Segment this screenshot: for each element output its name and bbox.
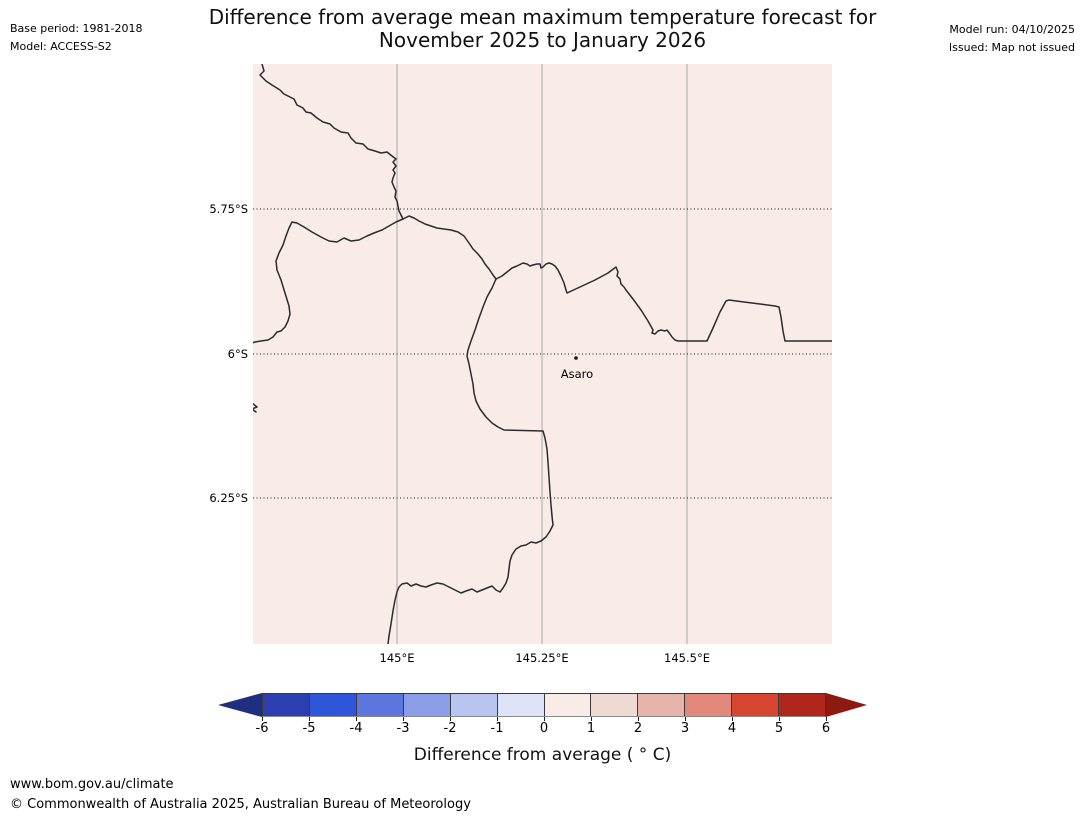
latitude-label: 5.75°S (209, 202, 248, 216)
copyright-text: © Commonwealth of Australia 2025, Austra… (10, 797, 471, 812)
region-boundary (253, 218, 404, 344)
issued-text: Issued: Map not issued (948, 41, 1075, 54)
place-label-asaro: Asaro (560, 367, 594, 381)
colorbar-tick-mark (403, 717, 404, 721)
colorbar-tick-mark (732, 717, 733, 721)
colorbar-segment (591, 694, 639, 716)
colorbar-segment (732, 694, 780, 716)
colorbar-segment (544, 694, 592, 716)
colorbar-segments (262, 693, 826, 717)
colorbar-tick-label: 4 (727, 721, 737, 736)
colorbar-tick-mark (497, 717, 498, 721)
colorbar (218, 693, 867, 717)
region-boundary (495, 262, 832, 342)
colorbar-over-range-arrow (826, 693, 867, 717)
colorbar-segment (309, 694, 357, 716)
colorbar-segment (497, 694, 545, 716)
model-run-text: Model run: 04/10/2025 (949, 23, 1075, 36)
colorbar-segment (779, 694, 826, 716)
colorbar-tick-label: -5 (302, 721, 316, 736)
longitude-label: 145.25°E (515, 651, 569, 665)
colorbar-under-range-arrow (218, 693, 262, 717)
colorbar-tick-label: -3 (396, 721, 410, 736)
region-boundary (259, 64, 404, 220)
colorbar-tick-label: -1 (490, 721, 504, 736)
base-period-model-block: Base period: 1981-2018 Model: ACCESS-S2 (10, 20, 142, 56)
longitude-label: 145°E (379, 651, 415, 665)
colorbar-tick-label: -6 (255, 721, 269, 736)
colorbar-segment (403, 694, 451, 716)
colorbar-tick-mark (779, 717, 780, 721)
colorbar-tick-label: -4 (349, 721, 363, 736)
colorbar-tick-mark (826, 717, 827, 721)
colorbar-label: Difference from average ( ° C) (413, 745, 672, 765)
colorbar-segment (638, 694, 686, 716)
region-boundary (253, 402, 258, 413)
colorbar-segment (685, 694, 733, 716)
colorbar-tick-label: 1 (586, 721, 596, 736)
colorbar-segment (450, 694, 498, 716)
model-run-block: Model run: 04/10/2025 Issued: Map not is… (949, 21, 1075, 57)
colorbar-tick-label: 5 (774, 721, 784, 736)
colorbar-tick-mark (356, 717, 357, 721)
region-boundary (402, 215, 497, 280)
colorbar-tick-mark (638, 717, 639, 721)
colorbar-segment (263, 694, 310, 716)
colorbar-tick-label: 2 (633, 721, 643, 736)
colorbar-tick-mark (544, 717, 545, 721)
colorbar-tick-mark (262, 717, 263, 721)
latitude-label: 6.25°S (209, 491, 248, 505)
forecast-map (253, 64, 832, 644)
page-title: Difference from average mean maximum tem… (0, 6, 1085, 52)
colorbar-tick-mark (591, 717, 592, 721)
colorbar-tick-mark (309, 717, 310, 721)
colorbar-tick-label: 6 (821, 721, 831, 736)
place-marker-dot (574, 356, 578, 360)
colorbar-tick-mark (685, 717, 686, 721)
title-line-2: November 2025 to January 2026 (378, 28, 707, 52)
colorbar-tick-label: 0 (539, 721, 549, 736)
longitude-label: 145.5°E (664, 651, 710, 665)
colorbar-tick-label: -2 (443, 721, 457, 736)
title-line-1: Difference from average mean maximum tem… (208, 5, 877, 29)
latitude-label: 6°S (227, 347, 248, 361)
region-boundary (387, 278, 554, 644)
base-period-text: Base period: 1981-2018 (10, 22, 143, 35)
colorbar-tick-label: 3 (680, 721, 690, 736)
colorbar-segment (356, 694, 404, 716)
colorbar-tick-mark (450, 717, 451, 721)
model-text: Model: ACCESS-S2 (10, 40, 112, 53)
bom-climate-url: www.bom.gov.au/climate (10, 777, 174, 792)
